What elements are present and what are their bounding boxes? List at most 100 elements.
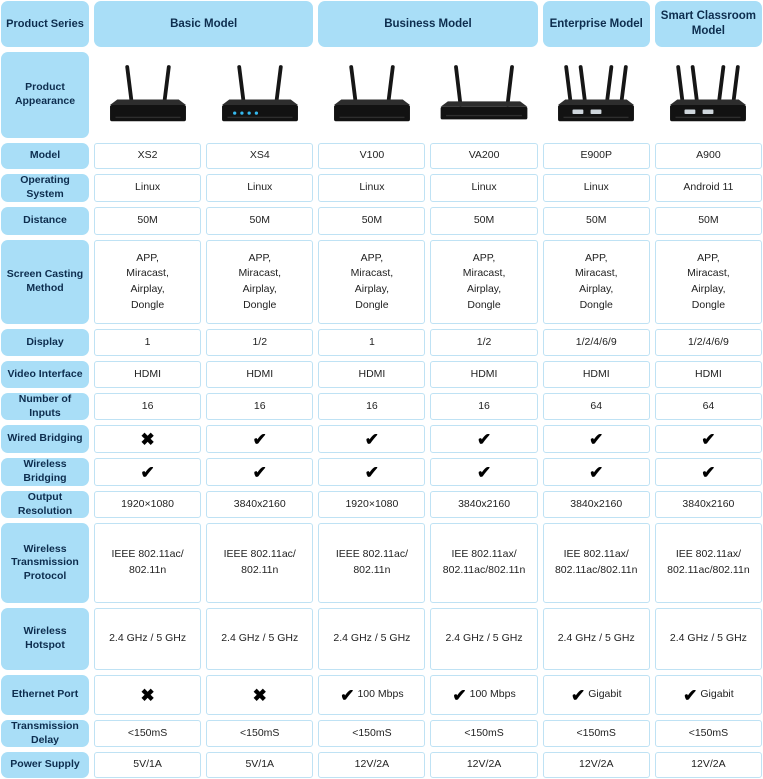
cell-operating-system-3: Linux [430, 174, 538, 202]
cell-wired-bridging-2: ✔ [318, 425, 426, 453]
cell-transmission-delay-3: <150mS [430, 720, 538, 747]
cell-transmission-delay-5: <150mS [654, 720, 762, 747]
cell-operating-system-2: Linux [318, 174, 426, 202]
cross-mark-icon: ✖ [140, 429, 155, 449]
cell-model-0: XS2 [94, 143, 202, 169]
row-label-product-appearance: Product Appearance [1, 52, 89, 138]
cell-operating-system-4: Linux [542, 174, 650, 202]
row-label-distance: Distance [1, 207, 89, 235]
cell-wireless-bridging-4: ✔ [542, 458, 650, 486]
row-label-wireless-hotspot: Wireless Hotspot [1, 608, 89, 670]
cell-wireless-hotspot-1: 2.4 GHz / 5 GHz [206, 608, 314, 670]
cell-number-of-inputs-2: 16 [318, 393, 426, 420]
cell-wireless-bridging-5: ✔ [654, 458, 762, 486]
cell-wireless-transmission-protocol-3: IEE 802.11ax/ 802.11ac/802.11n [430, 523, 538, 603]
cell-wired-bridging-1: ✔ [206, 425, 314, 453]
device-image-va200 [440, 65, 528, 120]
cell-number-of-inputs-4: 64 [542, 393, 650, 420]
cell-screen-casting-method-4: APP, Miracast, Airplay, Dongle [542, 240, 650, 324]
cell-distance-0: 50M [94, 207, 202, 235]
cell-screen-casting-method-3: APP, Miracast, Airplay, Dongle [430, 240, 538, 324]
device-image-e900p [558, 65, 635, 122]
cell-ethernet-port-3: ✔ 100 Mbps [430, 675, 538, 715]
cell-display-1: 1/2 [206, 329, 314, 356]
cell-power-supply-2: 12V/2A [318, 752, 426, 778]
cell-transmission-delay-1: <150mS [206, 720, 314, 747]
row-label-power-supply: Power Supply [1, 752, 89, 778]
cell-transmission-delay-2: <150mS [318, 720, 426, 747]
cell-screen-casting-method-0: APP, Miracast, Airplay, Dongle [94, 240, 202, 324]
cell-model-4: E900P [542, 143, 650, 169]
cell-wired-bridging-5: ✔ [654, 425, 762, 453]
cell-output-resolution-0: 1920×1080 [94, 491, 202, 518]
cell-power-supply-5: 12V/2A [654, 752, 762, 778]
check-mark-icon: ✔ [364, 462, 380, 482]
row-label-screen-casting-method: Screen Casting Method [1, 240, 89, 324]
cell-model-2: V100 [318, 143, 426, 169]
cell-power-supply-1: 5V/1A [206, 752, 314, 778]
cell-display-2: 1 [318, 329, 426, 356]
cell-model-5: A900 [654, 143, 762, 169]
row-label-video-interface: Video Interface [1, 361, 89, 388]
cell-transmission-delay-4: <150mS [542, 720, 650, 747]
check-mark-icon: ✔ [476, 429, 492, 449]
cell-model-3: VA200 [430, 143, 538, 169]
cell-power-supply-3: 12V/2A [430, 752, 538, 778]
mark-caption: Gigabit [700, 688, 734, 701]
cell-wireless-transmission-protocol-1: IEEE 802.11ac/ 802.11n [206, 523, 314, 603]
cell-video-interface-0: HDMI [94, 361, 202, 388]
check-mark-icon: ✔ [683, 685, 698, 705]
cell-wireless-bridging-2: ✔ [318, 458, 426, 486]
row-label-model: Model [1, 143, 89, 169]
group-header-smart-classroom-model: Smart Classroom Model [654, 1, 762, 47]
row-label-transmission-delay: Transmission Delay [1, 720, 89, 747]
check-mark-icon: ✔ [452, 685, 467, 705]
cell-video-interface-4: HDMI [542, 361, 650, 388]
cell-wireless-hotspot-5: 2.4 GHz / 5 GHz [654, 608, 762, 670]
cell-output-resolution-3: 3840x2160 [430, 491, 538, 518]
cell-wired-bridging-4: ✔ [542, 425, 650, 453]
mark-caption: 100 Mbps [357, 688, 404, 701]
cross-mark-icon: ✖ [252, 685, 267, 705]
cell-display-3: 1/2 [430, 329, 538, 356]
cell-output-resolution-4: 3840x2160 [542, 491, 650, 518]
cell-distance-2: 50M [318, 207, 426, 235]
row-label-display: Display [1, 329, 89, 356]
check-mark-icon: ✔ [140, 462, 155, 482]
device-cell-a900 [655, 52, 762, 138]
cell-screen-casting-method-1: APP, Miracast, Airplay, Dongle [206, 240, 314, 324]
cell-video-interface-5: HDMI [654, 361, 762, 388]
cell-number-of-inputs-1: 16 [206, 393, 314, 420]
cell-video-interface-2: HDMI [318, 361, 426, 388]
cell-video-interface-3: HDMI [430, 361, 538, 388]
cell-output-resolution-5: 3840x2160 [654, 491, 762, 518]
check-mark-icon: ✔ [476, 462, 492, 482]
cell-ethernet-port-4: ✔ Gigabit [542, 675, 650, 715]
device-image-xs4 [221, 65, 298, 122]
cell-wireless-hotspot-4: 2.4 GHz / 5 GHz [542, 608, 650, 670]
cell-number-of-inputs-3: 16 [430, 393, 538, 420]
device-cell-va200 [430, 52, 537, 138]
cell-wireless-hotspot-0: 2.4 GHz / 5 GHz [94, 608, 202, 670]
row-label-output-resolution: Output Resolution [1, 491, 89, 518]
cell-wireless-hotspot-2: 2.4 GHz / 5 GHz [318, 608, 426, 670]
group-header-business-model: Business Model [318, 1, 538, 47]
device-cell-e900p [543, 52, 650, 138]
cell-operating-system-0: Linux [94, 174, 202, 202]
mark-caption: 100 Mbps [469, 688, 516, 701]
check-mark-icon: ✔ [570, 685, 586, 705]
cell-wireless-hotspot-3: 2.4 GHz / 5 GHz [430, 608, 538, 670]
cell-screen-casting-method-2: APP, Miracast, Airplay, Dongle [318, 240, 426, 324]
group-header-basic-model: Basic Model [94, 1, 314, 47]
cell-video-interface-1: HDMI [206, 361, 314, 388]
check-mark-icon: ✔ [701, 429, 716, 449]
cell-power-supply-4: 12V/2A [542, 752, 650, 778]
row-label-number-of-inputs: Number of Inputs [1, 393, 89, 420]
cell-display-0: 1 [94, 329, 202, 356]
row-label-wireless-bridging: Wireless Bridging [1, 458, 89, 486]
cell-wireless-transmission-protocol-2: IEEE 802.11ac/ 802.11n [318, 523, 426, 603]
check-mark-icon: ✔ [340, 685, 355, 705]
check-mark-icon: ✔ [701, 462, 716, 482]
cell-number-of-inputs-5: 64 [654, 393, 762, 420]
